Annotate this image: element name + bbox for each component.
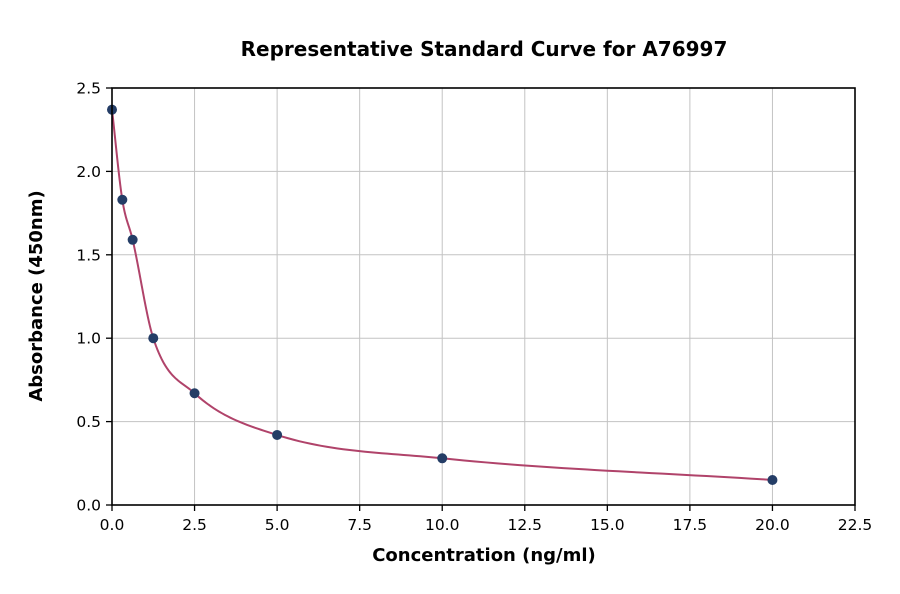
data-point: [117, 194, 128, 205]
x-tick-label: 15.0: [590, 516, 625, 534]
y-tick-label: 0.0: [76, 497, 101, 515]
y-tick-label: 2.5: [76, 80, 101, 98]
x-tick-label: 22.5: [838, 516, 873, 534]
plot-border: [111, 87, 856, 506]
x-tick-label: 2.5: [182, 516, 207, 534]
data-point: [272, 429, 283, 440]
x-tick-label: 20.0: [755, 516, 790, 534]
y-tick-label: 1.0: [76, 330, 101, 348]
x-axis-label: Concentration (ng/ml): [372, 545, 596, 566]
y-tick-label: 1.5: [76, 246, 101, 264]
fit-curve: [111, 109, 773, 481]
data-point: [127, 234, 138, 245]
x-tick-label: 7.5: [347, 516, 372, 534]
x-tick-label: 5.0: [265, 516, 290, 534]
y-tick-label: 2.0: [76, 163, 101, 181]
data-point: [189, 388, 200, 399]
data-point: [767, 474, 778, 485]
x-tick-label: 0.0: [100, 516, 125, 534]
data-point: [437, 453, 448, 464]
chart-title: Representative Standard Curve for A76997: [241, 37, 728, 61]
y-tick-label: 0.5: [76, 413, 101, 431]
x-tick-label: 12.5: [508, 516, 543, 534]
x-tick-label: 17.5: [673, 516, 708, 534]
data-point: [148, 333, 159, 344]
x-tick-label: 10.0: [425, 516, 460, 534]
y-axis-label: Absorbance (450nm): [26, 190, 47, 401]
